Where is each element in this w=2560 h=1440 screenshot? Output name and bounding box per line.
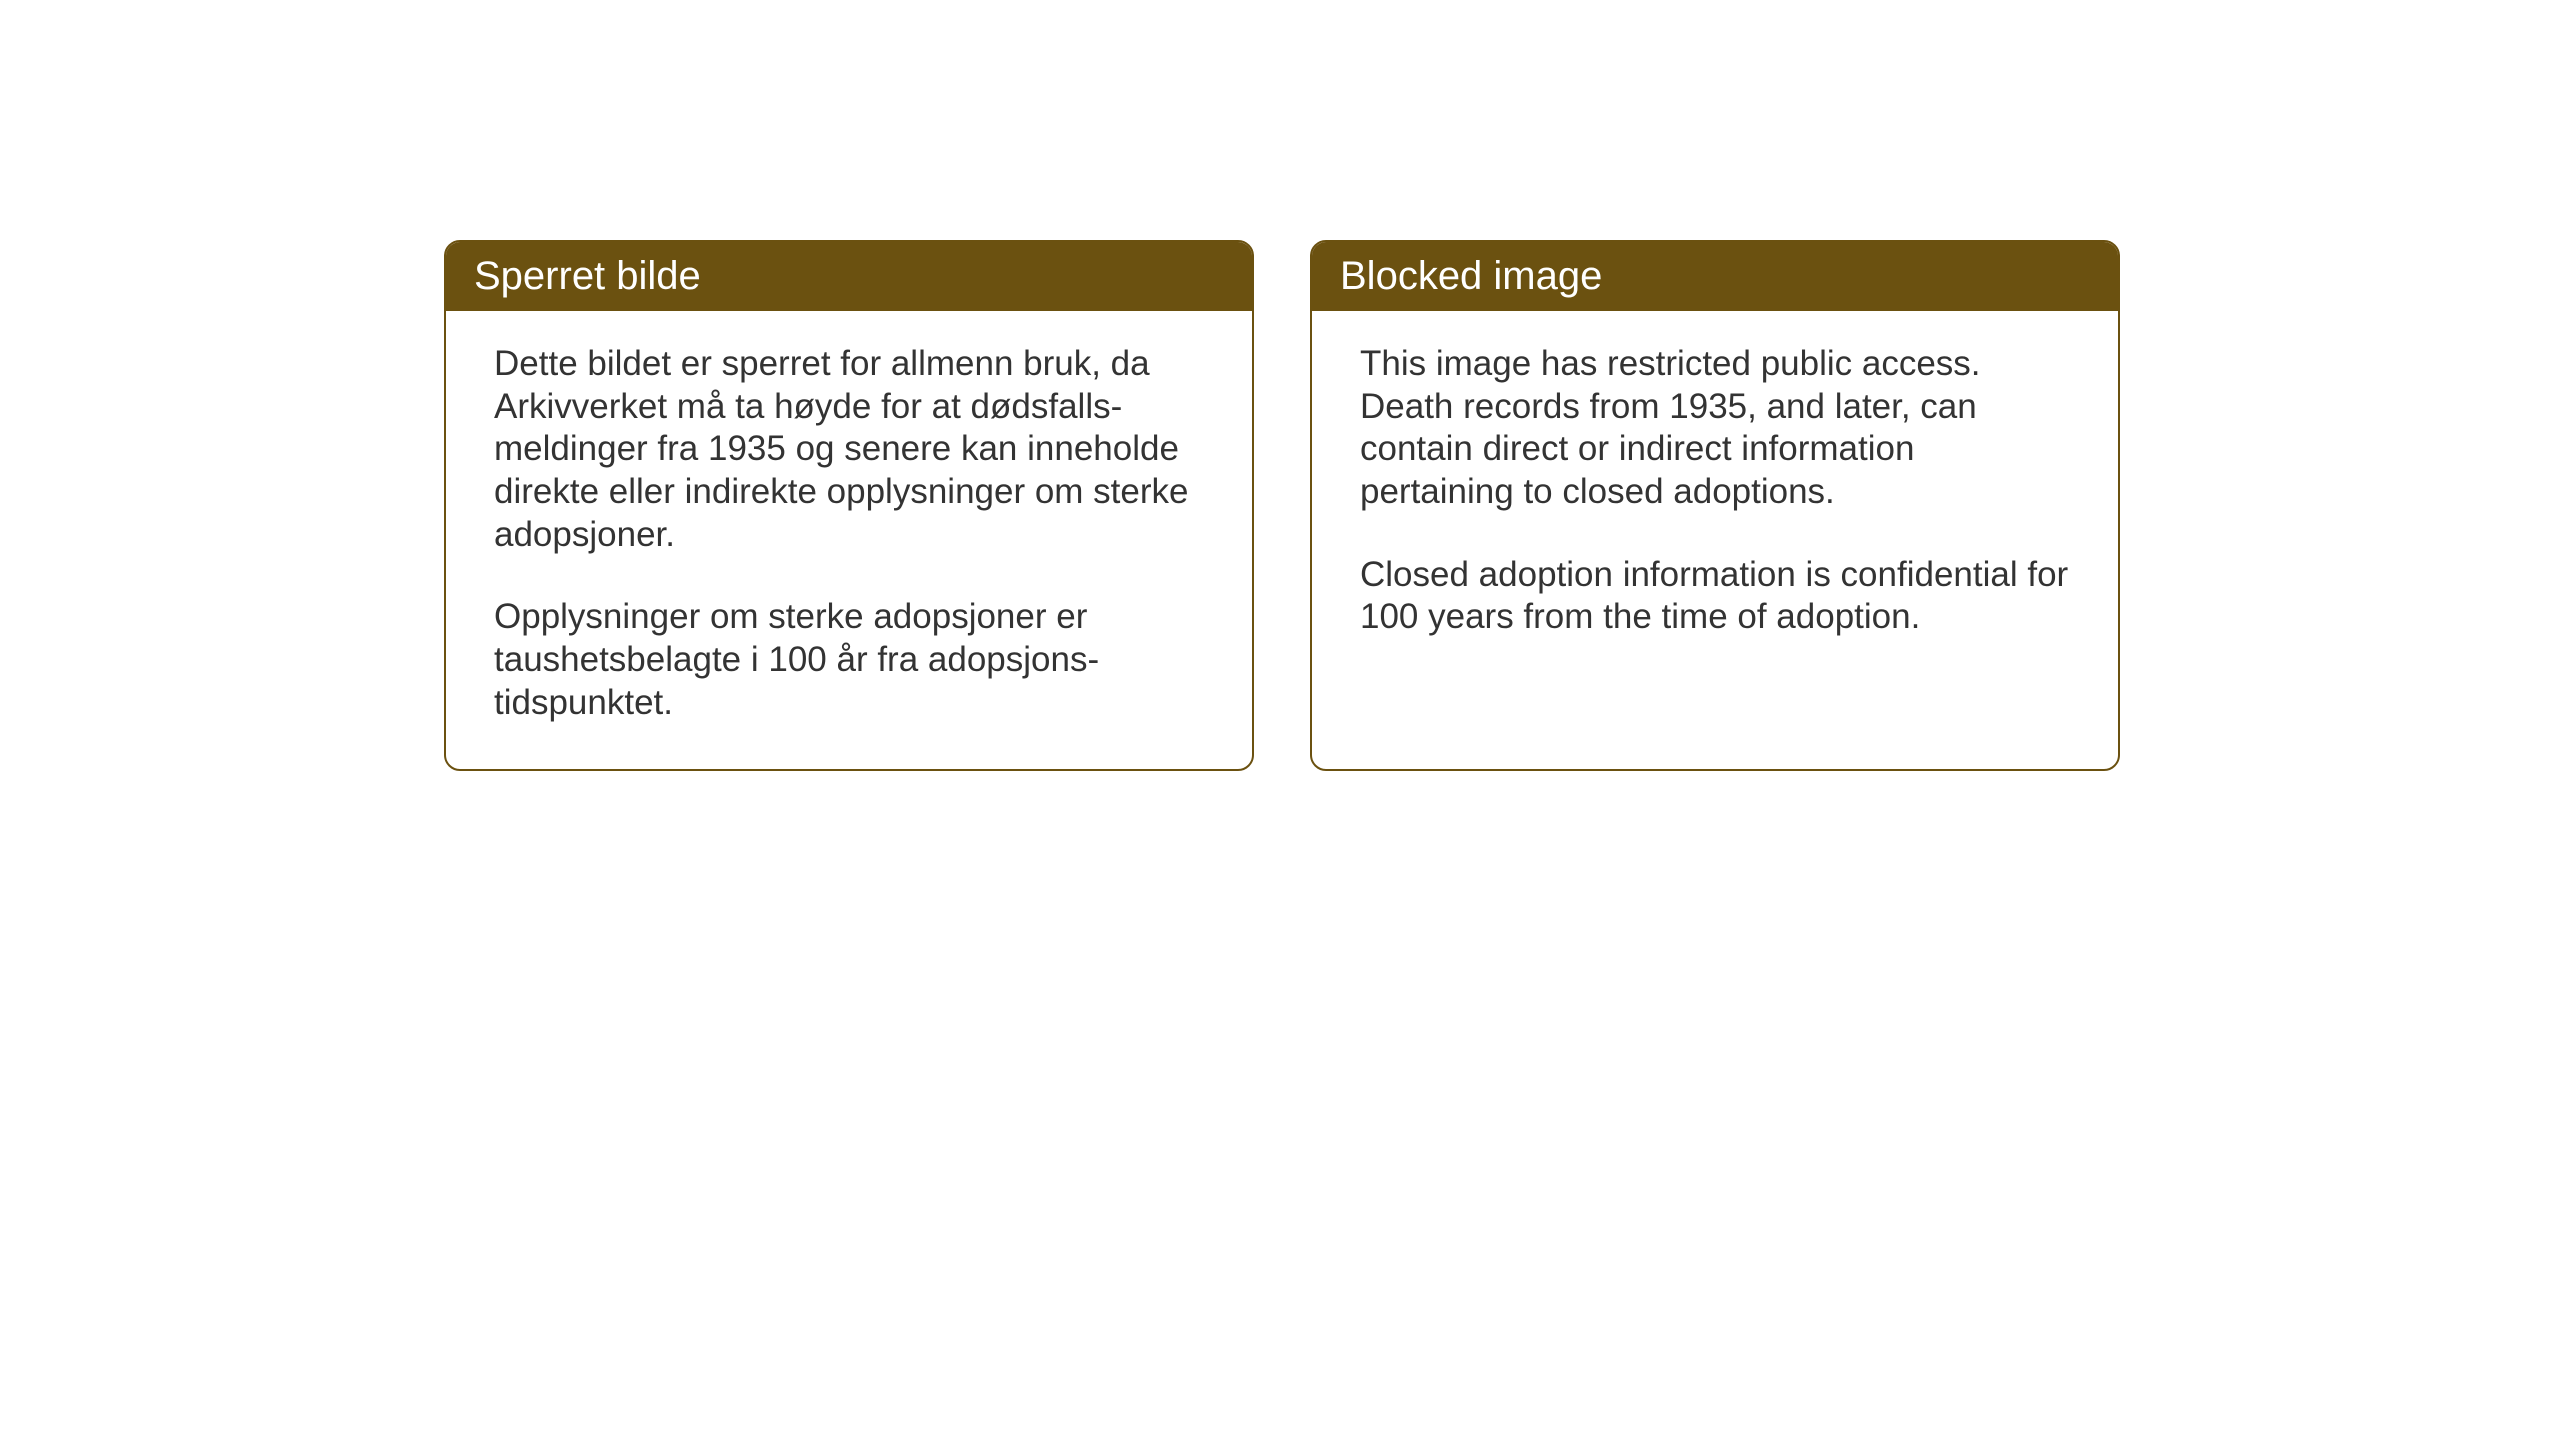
norwegian-card: Sperret bilde Dette bildet er sperret fo… bbox=[444, 240, 1254, 771]
norwegian-paragraph-2: Opplysninger om sterke adopsjoner er tau… bbox=[494, 596, 1204, 724]
english-paragraph-2: Closed adoption information is confident… bbox=[1360, 554, 2070, 639]
cards-container: Sperret bilde Dette bildet er sperret fo… bbox=[444, 240, 2120, 771]
norwegian-card-body: Dette bildet er sperret for allmenn bruk… bbox=[446, 311, 1252, 769]
norwegian-card-title: Sperret bilde bbox=[474, 254, 701, 298]
english-card: Blocked image This image has restricted … bbox=[1310, 240, 2120, 771]
norwegian-card-header: Sperret bilde bbox=[446, 242, 1252, 311]
english-card-title: Blocked image bbox=[1340, 254, 1602, 298]
english-paragraph-1: This image has restricted public access.… bbox=[1360, 343, 2070, 514]
english-card-body: This image has restricted public access.… bbox=[1312, 311, 2118, 683]
english-card-header: Blocked image bbox=[1312, 242, 2118, 311]
norwegian-paragraph-1: Dette bildet er sperret for allmenn bruk… bbox=[494, 343, 1204, 556]
